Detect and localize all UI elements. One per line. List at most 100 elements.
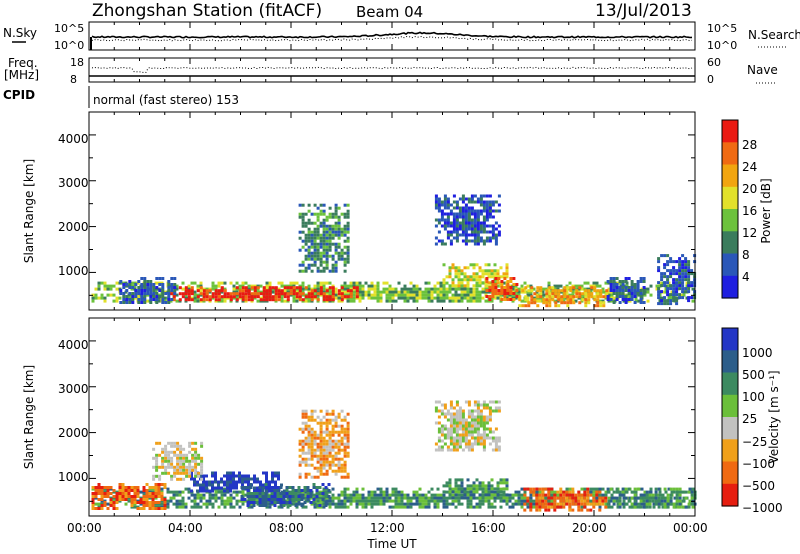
velocity-cell: [520, 496, 524, 500]
velocity-cell: [455, 442, 459, 446]
power-cell: [457, 278, 461, 282]
velocity-cell: [325, 463, 329, 467]
velocity-cell: [208, 489, 211, 493]
power-cell: [325, 218, 329, 222]
velocity-cell: [178, 493, 182, 497]
power-cell: [295, 290, 299, 294]
power-cell: [479, 194, 483, 198]
velocity-cell: [157, 501, 161, 504]
power-cell: [451, 284, 455, 288]
velocity-cell: [437, 427, 441, 431]
velocity-cell: [502, 490, 506, 494]
velocity-cell: [148, 507, 152, 510]
velocity-cell: [449, 403, 453, 407]
velocity-cell: [151, 507, 155, 510]
power-cell: [463, 287, 467, 291]
velocity-cell: [331, 496, 335, 500]
velocity-cell: [583, 499, 587, 503]
velocity-cell: [440, 427, 444, 431]
power-cell: [446, 224, 450, 228]
velocity-cell: [443, 436, 447, 440]
velocity-cell: [176, 465, 180, 469]
power-cell: [434, 200, 438, 204]
velocity-cell: [175, 490, 179, 494]
velocity-cell: [310, 430, 314, 434]
velocity-cell: [337, 448, 341, 452]
power-cell: [316, 245, 320, 249]
velocity-cell: [433, 502, 437, 506]
power-cell: [545, 301, 549, 305]
power-cell: [609, 277, 613, 280]
power-cell: [494, 289, 498, 292]
velocity-cell: [298, 448, 302, 452]
power-cell: [451, 278, 455, 282]
power-cell: [400, 296, 404, 300]
power-cell: [500, 286, 504, 289]
date-label: 13/Jul/2013: [595, 1, 692, 21]
velocity-cell: [400, 502, 404, 506]
velocity-cell: [436, 493, 440, 497]
power-cell: [128, 286, 132, 289]
power-cell: [370, 284, 374, 288]
velocity-cell: [520, 499, 524, 503]
power-cell: [223, 287, 227, 291]
velocity-cell: [475, 487, 479, 491]
power-cell: [494, 200, 498, 204]
power-cell: [521, 289, 525, 293]
velocity-cell: [472, 493, 476, 497]
power-cell: [464, 242, 468, 246]
power-cell: [460, 272, 464, 276]
velocity-cell: [562, 493, 566, 497]
power-cell: [149, 292, 153, 295]
power-cell: [337, 230, 341, 234]
velocity-cell: [271, 480, 274, 484]
power-cell: [649, 284, 653, 288]
power-cell: [476, 221, 480, 225]
velocity-cell: [418, 487, 422, 491]
power-cell: [146, 286, 150, 289]
power-cell: [346, 257, 350, 261]
velocity-cell: [541, 487, 545, 491]
velocity-cell: [328, 439, 332, 443]
velocity-cell: [370, 505, 374, 509]
power-cell: [604, 281, 608, 285]
velocity-cell: [657, 505, 661, 509]
velocity-cell: [182, 477, 186, 481]
velocity-cell: [340, 466, 344, 470]
power-cell: [316, 269, 320, 273]
power-cell: [143, 286, 147, 289]
velocity-cell: [440, 433, 444, 437]
velocity-cell: [176, 444, 180, 448]
power-cell: [451, 299, 455, 303]
power-cell: [595, 281, 599, 285]
power-cell: [681, 290, 685, 294]
power-cell: [678, 296, 682, 300]
power-cell: [355, 286, 359, 290]
power-cell: [220, 299, 224, 303]
velocity-cell: [499, 493, 503, 497]
power-cell: [161, 298, 165, 301]
velocity-cell: [630, 505, 634, 509]
velocity-cell: [361, 496, 365, 500]
velocity-cell: [461, 421, 465, 425]
power-cell: [454, 284, 458, 288]
power-cell: [268, 286, 272, 290]
velocity-cell: [316, 433, 320, 437]
power-cell: [265, 287, 269, 291]
velocity-cell: [176, 447, 180, 451]
velocity-cell: [467, 415, 471, 419]
power-cell: [331, 236, 335, 240]
power-cell: [666, 275, 670, 279]
power-cell: [586, 281, 590, 285]
power-cell: [412, 290, 416, 294]
velocity-cell: [458, 409, 462, 413]
velocity-cell: [158, 441, 162, 445]
velocity-cell: [577, 490, 581, 494]
power-cell: [548, 298, 552, 302]
velocity-cell: [349, 502, 353, 506]
power-cell: [196, 299, 200, 303]
velocity-cell: [196, 493, 200, 497]
power-cell: [663, 254, 667, 258]
power-cell: [500, 289, 504, 292]
velocity-cell: [346, 436, 350, 440]
